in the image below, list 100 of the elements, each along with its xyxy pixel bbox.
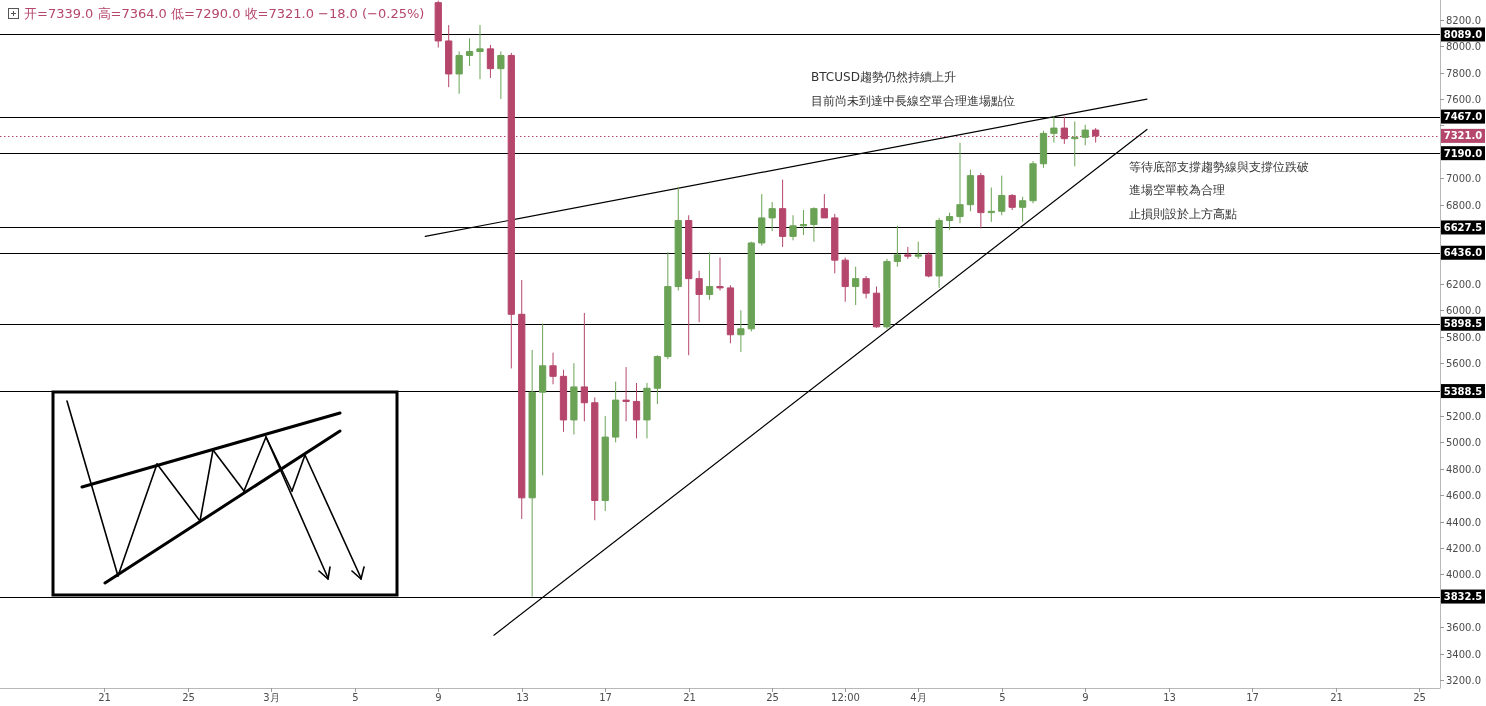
annotation: BTCUSD趨勢仍然持續上升 (811, 70, 956, 84)
ref-line-label: 5898.5 (1443, 318, 1483, 330)
candlestick (726, 284, 735, 344)
annotation: 等待底部支撐趨勢線與支撐位跌破 (1129, 160, 1309, 174)
candlestick (570, 362, 578, 435)
candlestick (768, 201, 776, 232)
y-tick-label: 5000.0 (1446, 437, 1481, 448)
annotation: 止損則設於上方高點 (1129, 207, 1237, 221)
candlestick (653, 354, 662, 405)
candlestick (778, 179, 787, 248)
candlestick (852, 266, 860, 306)
y-tick-label: 7800.0 (1446, 68, 1481, 79)
x-tick-label: 17 (599, 692, 612, 703)
y-tick-label: 3200.0 (1446, 675, 1481, 686)
candlestick (893, 225, 902, 268)
y-tick-label: 6000.0 (1446, 305, 1481, 316)
candlestick (799, 209, 808, 236)
candlestick (465, 37, 474, 67)
x-tick-label: 25 (766, 692, 779, 703)
annotation: 進場空單較為合理 (1129, 183, 1225, 197)
y-tick-label: 8200.0 (1446, 15, 1481, 26)
candlestick (612, 381, 620, 443)
candlestick (445, 24, 453, 88)
candlestick (820, 193, 828, 219)
x-tick-label: 21 (1330, 692, 1343, 703)
candlestick (695, 270, 703, 323)
candlestick (945, 212, 954, 231)
y-tick-label: 7000.0 (1446, 173, 1481, 184)
candlestick (883, 258, 891, 330)
y-tick-label: 6800.0 (1446, 200, 1481, 211)
candlestick (476, 24, 484, 80)
candlestick (632, 382, 641, 439)
x-tick-label: 12:00 (831, 692, 860, 703)
candlestick (831, 213, 839, 274)
x-tick-label: 3月 (263, 692, 280, 703)
candlestick (1050, 115, 1058, 144)
candlestick (580, 312, 588, 422)
candlestick (559, 369, 568, 433)
y-tick-label: 8000.0 (1446, 41, 1481, 52)
candlestick (538, 323, 547, 476)
y-tick-label: 3600.0 (1446, 622, 1481, 633)
candlestick (486, 44, 495, 79)
candlestick (904, 246, 912, 260)
candlestick (925, 251, 933, 278)
candlestick (497, 51, 505, 100)
x-tick-label: 25 (182, 692, 195, 703)
y-tick-label: 5800.0 (1446, 332, 1481, 343)
candlestick (601, 415, 609, 512)
x-tick-label: 21 (98, 692, 111, 703)
y-tick-label: 5200.0 (1446, 411, 1481, 422)
candlestick (528, 349, 536, 597)
candlestick (1029, 160, 1037, 204)
x-tick-label: 5 (999, 692, 1006, 703)
ref-line-label: 7190.0 (1443, 147, 1483, 159)
candlestick (643, 382, 651, 439)
y-tick-label: 4600.0 (1446, 490, 1481, 501)
ref-line-label: 6436.0 (1443, 247, 1483, 259)
candlestick (1008, 193, 1016, 211)
candlestick (841, 257, 849, 303)
x-tick-label: 21 (683, 692, 696, 703)
ref-line-label: 8089.0 (1443, 28, 1483, 40)
candlestick (977, 172, 985, 229)
candlestick (1018, 196, 1027, 223)
ref-line-label: 7321.0 (1443, 130, 1483, 142)
y-tick-label: 4800.0 (1446, 464, 1481, 475)
candlestick (747, 241, 755, 332)
ref-line-label: 3832.5 (1443, 591, 1483, 603)
x-tick-label: 5 (352, 692, 359, 703)
x-tick-label: 13 (1163, 692, 1176, 703)
chart-title: 开=7339.0 高=7364.0 低=7290.0 收=7321.0 −18.0 (−0.25%) (24, 6, 425, 21)
ref-line-label: 6627.5 (1443, 221, 1483, 233)
candlestick (664, 251, 672, 360)
candlestick (1071, 120, 1079, 167)
candlestick (862, 275, 870, 299)
x-tick-label: 13 (516, 692, 529, 703)
ref-line-label: 7467.0 (1443, 111, 1483, 123)
candlestick (987, 187, 995, 223)
candlestick (716, 257, 724, 292)
candlestick (956, 142, 964, 224)
candlestick (998, 175, 1006, 216)
candlestick (789, 214, 797, 241)
candlestick (434, 0, 442, 49)
candlestick (914, 241, 922, 260)
y-tick-label: 3400.0 (1446, 649, 1481, 660)
candlestick (758, 193, 766, 247)
y-tick-label: 5600.0 (1446, 358, 1481, 369)
candlestick (674, 186, 682, 292)
candlestick (1081, 124, 1089, 146)
annotation: 目前尚未到達中長線空單合理進場點位 (811, 94, 1015, 108)
candlestick (810, 206, 818, 243)
y-tick-label: 4400.0 (1446, 517, 1481, 528)
x-tick-label: 4月 (910, 692, 927, 703)
candlestick (591, 396, 599, 521)
y-tick-label: 6200.0 (1446, 279, 1481, 290)
candlestick (549, 352, 557, 385)
candlestick (1039, 130, 1048, 169)
y-tick-label: 7600.0 (1446, 94, 1481, 105)
x-tick-label: 9 (435, 692, 442, 703)
x-tick-label: 9 (1082, 692, 1089, 703)
x-tick-label: 17 (1246, 692, 1259, 703)
